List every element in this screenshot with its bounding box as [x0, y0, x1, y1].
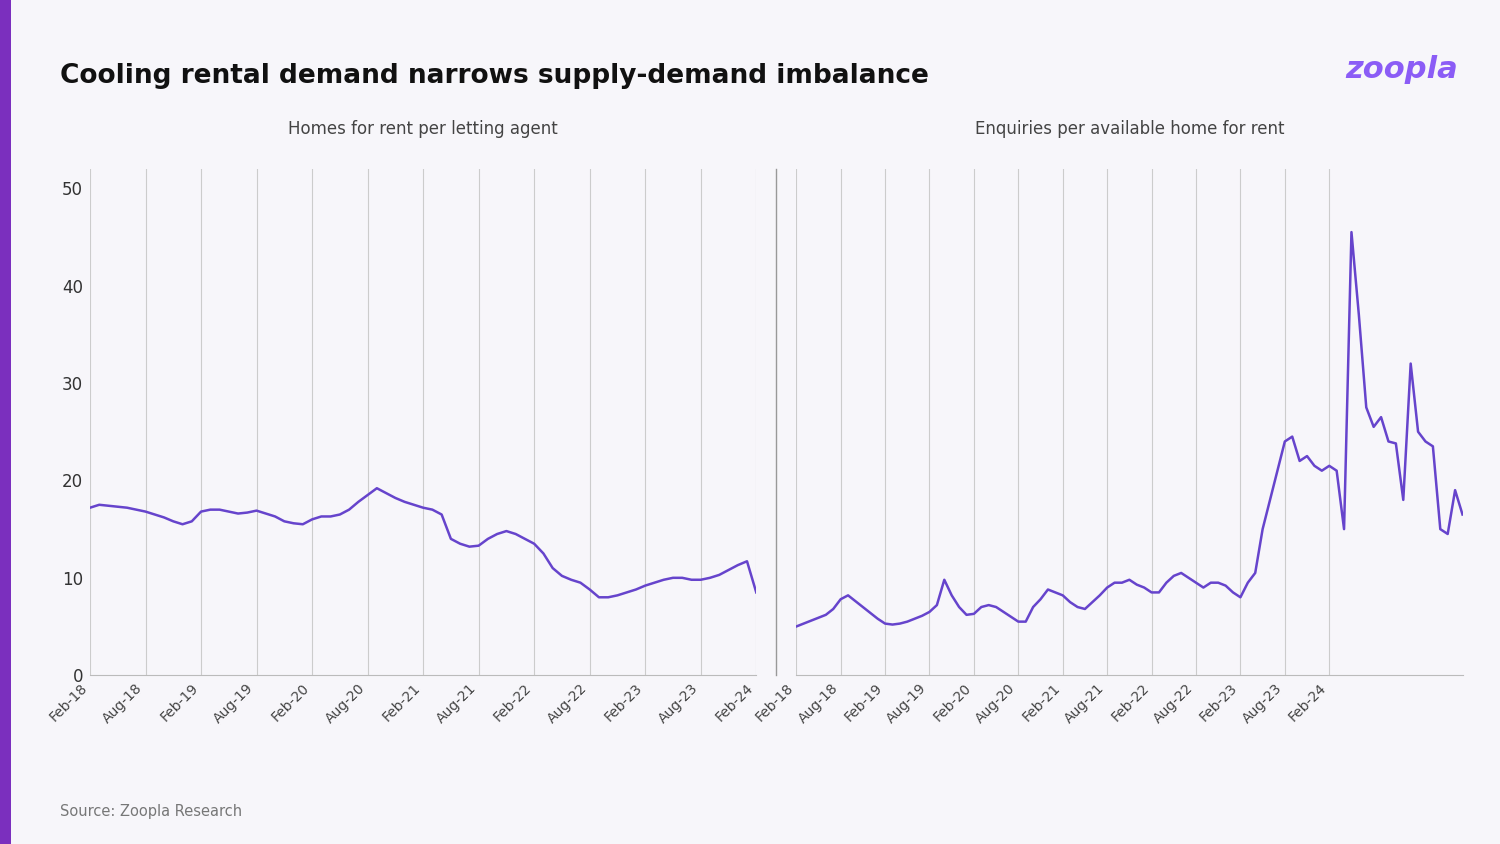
Text: Cooling rental demand narrows supply-demand imbalance: Cooling rental demand narrows supply-dem…: [60, 62, 928, 89]
Text: Enquiries per available home for rent: Enquiries per available home for rent: [975, 121, 1284, 138]
Text: zoopla: zoopla: [1346, 56, 1458, 84]
Text: Source: Zoopla Research: Source: Zoopla Research: [60, 803, 242, 819]
Text: Homes for rent per letting agent: Homes for rent per letting agent: [288, 121, 558, 138]
